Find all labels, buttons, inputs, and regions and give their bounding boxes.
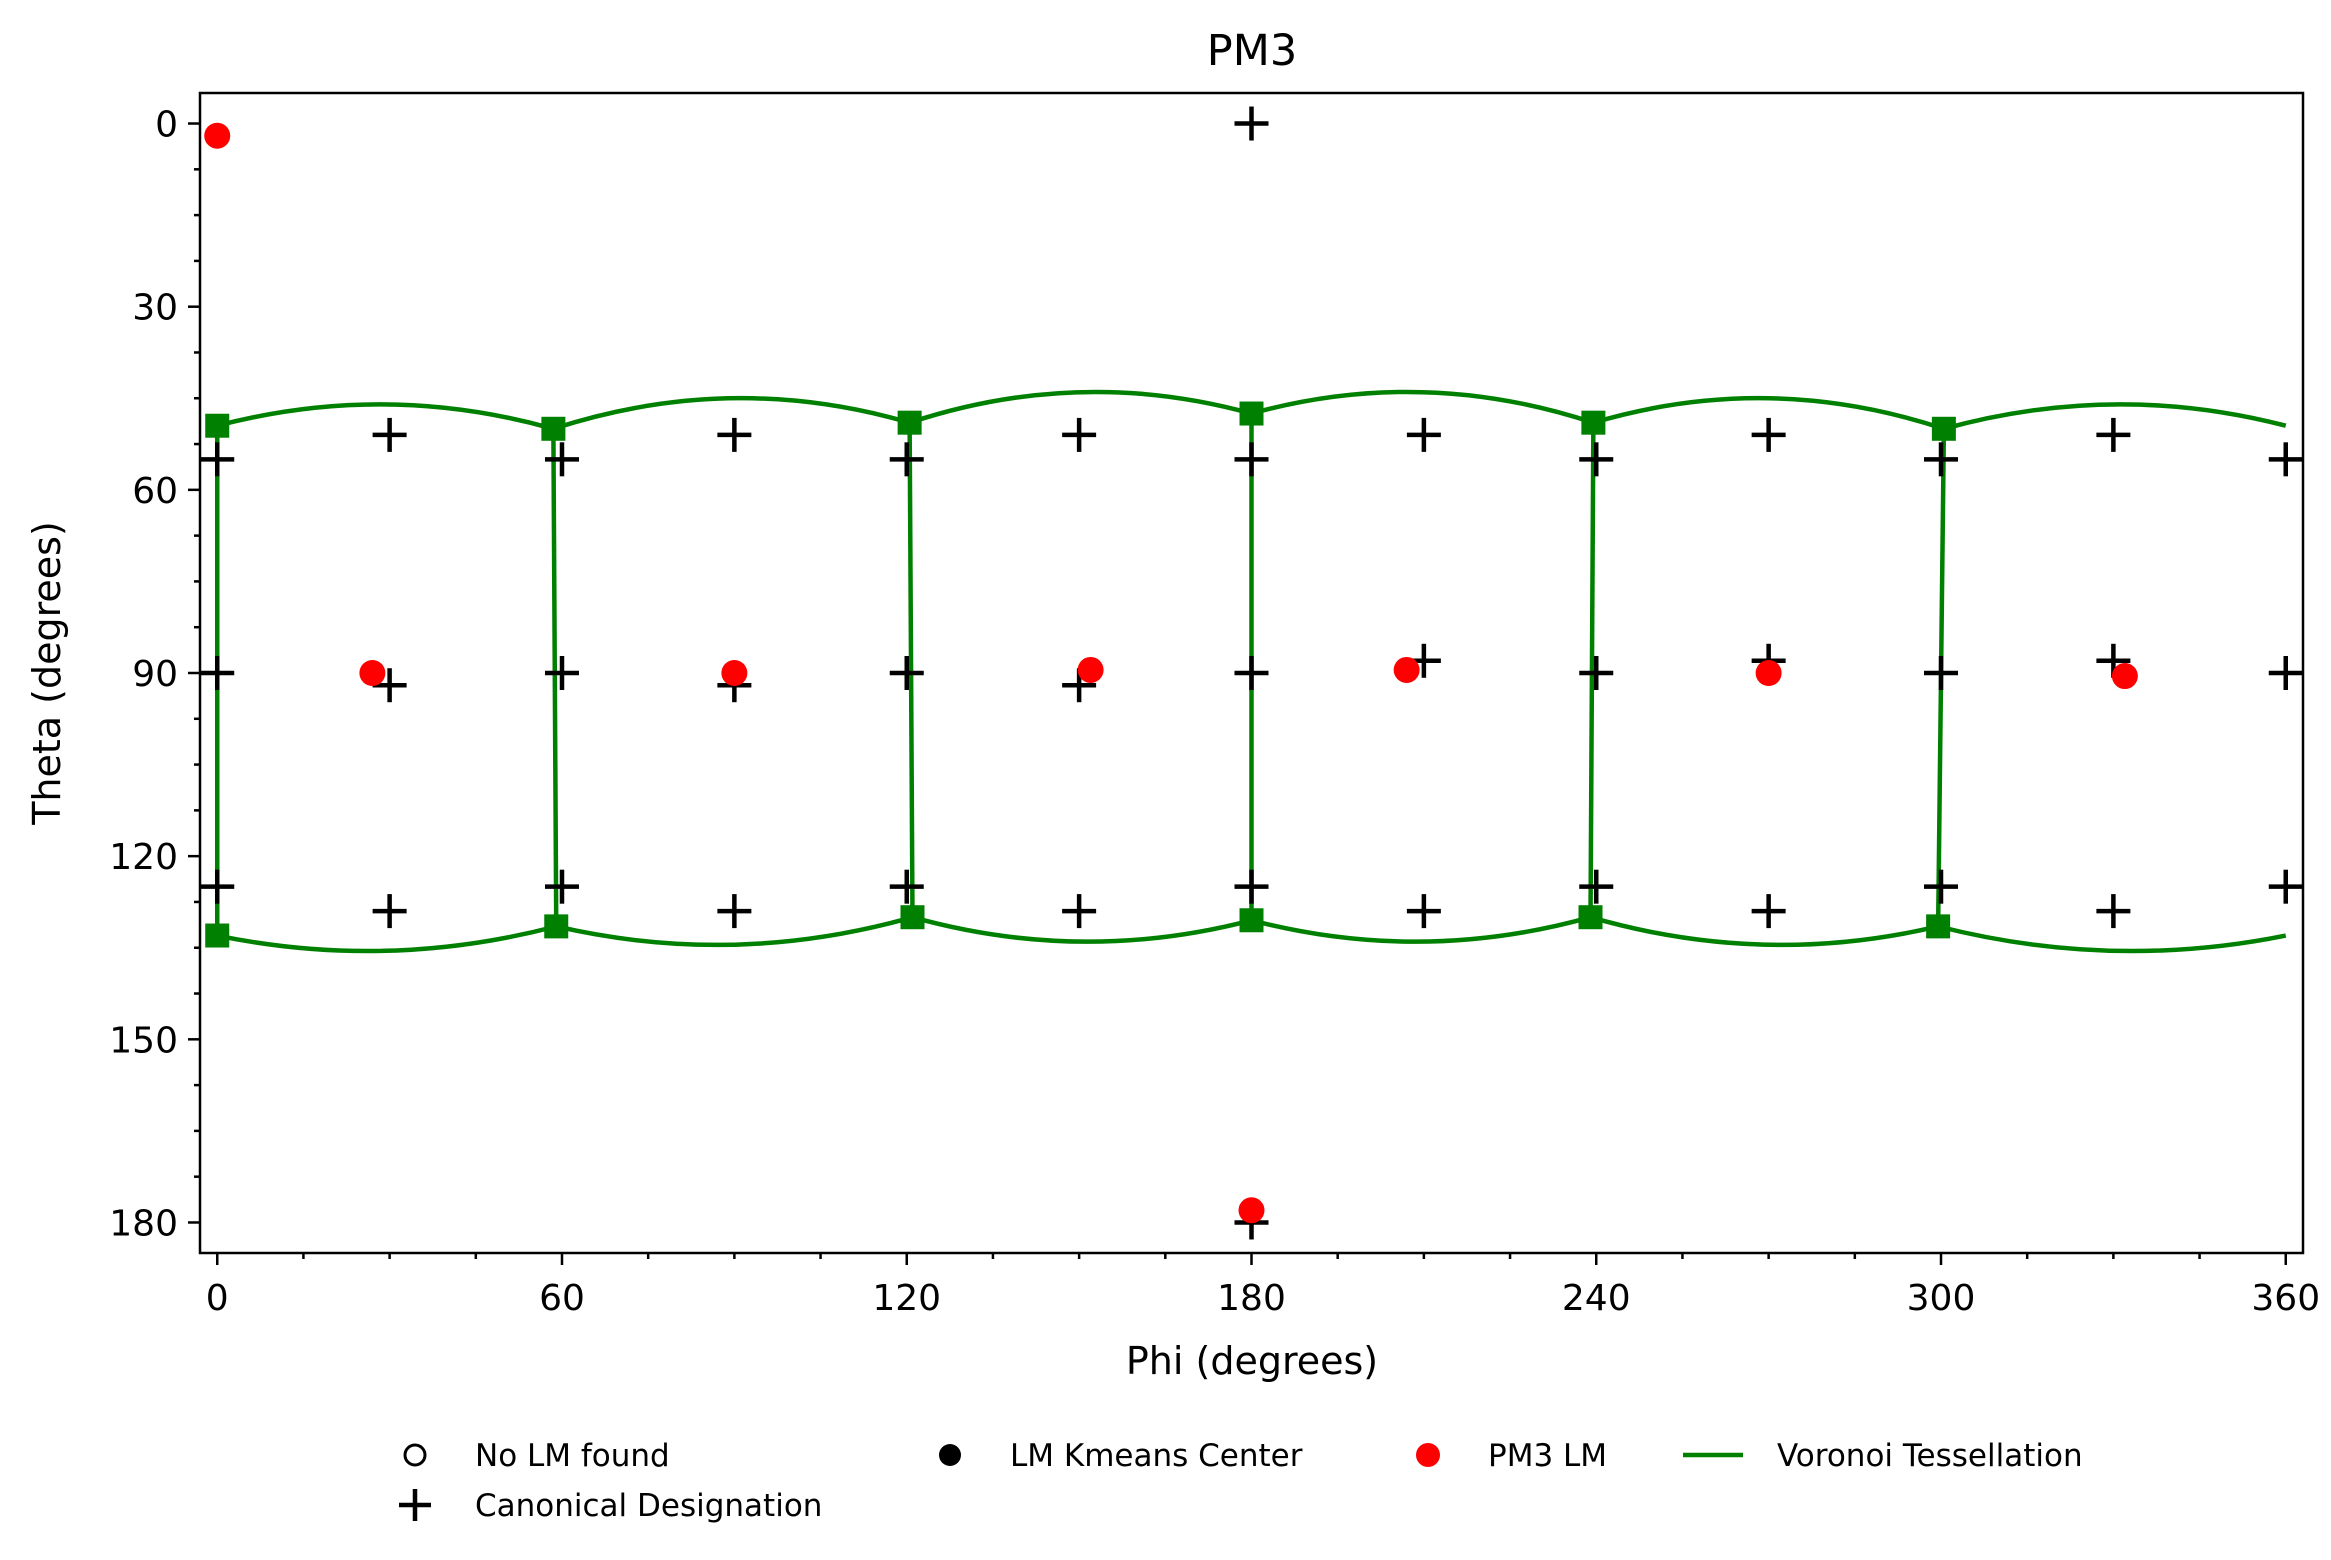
y-tick-label: 0 [155, 105, 178, 146]
legend-label: Canonical Designation [475, 1488, 822, 1524]
canonical-marker [544, 869, 579, 904]
x-axis-title: Phi (degrees) [1126, 1339, 1378, 1383]
canonical-marker [1234, 656, 1269, 690]
canonical-marker [717, 894, 752, 929]
voronoi-vertex [1239, 401, 1264, 426]
pm3-lm-point [2111, 663, 2138, 690]
legend-label: LM Kmeans Center [1010, 1438, 1303, 1474]
pm3-lm-markers [204, 122, 2138, 1224]
voronoi-edge [907, 422, 915, 918]
canonical-marker [372, 417, 407, 452]
pm3-lm-point [1238, 1197, 1265, 1224]
voronoi-vertex [205, 923, 230, 948]
canonical-marker [544, 442, 579, 477]
legend-item: Voronoi Tessellation [1683, 1438, 2083, 1474]
legend-red-circle-icon [1416, 1443, 1440, 1467]
legend-label: No LM found [475, 1438, 670, 1474]
legend-label: PM3 LM [1488, 1438, 1607, 1474]
voronoi-vertex [1239, 908, 1264, 933]
canonical-marker [1579, 656, 1614, 690]
canonical-marker [372, 668, 407, 703]
y-axis: 0 30 60 90 120 150 180 [109, 105, 200, 1244]
canonical-marker [1406, 894, 1441, 929]
canonical-marker [1062, 894, 1097, 929]
canonical-marker [200, 442, 235, 477]
canonical-marker [1234, 442, 1269, 477]
y-axis-title: Theta (degrees) [25, 521, 69, 826]
canonical-marker [1234, 106, 1269, 141]
voronoi-vertex [1578, 905, 1603, 930]
x-tick-label: 240 [1562, 1278, 1631, 1319]
voronoi-vertex [897, 410, 922, 435]
canonical-marker [1924, 869, 1959, 904]
x-tick-label: 120 [872, 1278, 941, 1319]
y-tick-label: 30 [132, 288, 178, 329]
canonical-marker [2268, 869, 2303, 904]
canonical-marker [1062, 417, 1097, 452]
voronoi-vertex [1581, 410, 1606, 435]
y-tick-label: 180 [109, 1203, 178, 1244]
voronoi-edge [551, 428, 559, 927]
canonical-marker [889, 656, 924, 690]
canonical-marker [2268, 442, 2303, 477]
pm3-lm-point [1393, 656, 1420, 683]
y-tick-label: 150 [109, 1020, 178, 1061]
legend-item: Canonical Designation [399, 1488, 822, 1524]
pm3-lm-point [359, 660, 386, 686]
voronoi-edge [1588, 422, 1596, 918]
canonical-marker [1924, 656, 1959, 690]
y-tick-label: 60 [132, 471, 178, 512]
canonical-marker [1234, 869, 1269, 904]
x-tick-label: 60 [539, 1278, 585, 1319]
legend-item: No LM found [403, 1438, 670, 1474]
canonical-marker [889, 869, 924, 904]
x-tick-label: 300 [1907, 1278, 1976, 1319]
canonical-marker [1406, 417, 1441, 452]
voronoi-vertex [1926, 914, 1951, 939]
legend-open-circle-icon [403, 1443, 427, 1467]
canonical-designation-markers [200, 106, 2303, 1240]
x-tick-label: 0 [206, 1278, 229, 1319]
canonical-marker [200, 869, 235, 904]
x-tick-label: 180 [1217, 1278, 1286, 1319]
canonical-marker [717, 417, 752, 452]
canonical-marker [372, 894, 407, 929]
canonical-marker [1579, 869, 1614, 904]
pm3-lm-point [1755, 660, 1782, 686]
voronoi-vertex [205, 413, 230, 438]
y-tick-label: 120 [109, 837, 178, 878]
chart-title: PM3 [1207, 26, 1297, 76]
voronoi-vertex [541, 416, 566, 441]
legend: No LM found LM Kmeans Center PM3 LM Voronoi… [399, 1438, 2083, 1524]
x-tick-label: 360 [2251, 1278, 2320, 1319]
canonical-marker [2268, 656, 2303, 690]
pm3-lm-point [721, 660, 748, 686]
canonical-marker [889, 442, 924, 477]
canonical-marker [1751, 894, 1786, 929]
x-axis: 0 60 120 180 240 300 360 [206, 1253, 2320, 1319]
legend-item: PM3 LM [1416, 1438, 1607, 1474]
pm3-lm-point [1077, 656, 1104, 683]
canonical-marker [2096, 417, 2131, 452]
voronoi-vertex [1931, 416, 1956, 441]
canonical-marker [1751, 417, 1786, 452]
pm3-lm-point [204, 122, 231, 149]
y-tick-label: 90 [132, 654, 178, 695]
legend-item: LM Kmeans Center [939, 1438, 1303, 1474]
canonical-marker [200, 656, 235, 690]
canonical-marker [2096, 894, 2131, 929]
voronoi-vertex [900, 905, 925, 930]
voronoi-vertex [544, 914, 569, 939]
canonical-marker [544, 656, 579, 690]
canonical-marker [1579, 442, 1614, 477]
legend-label: Voronoi Tessellation [1777, 1438, 2083, 1474]
canonical-marker [1924, 442, 1959, 477]
legend-filled-circle-icon [939, 1444, 961, 1466]
